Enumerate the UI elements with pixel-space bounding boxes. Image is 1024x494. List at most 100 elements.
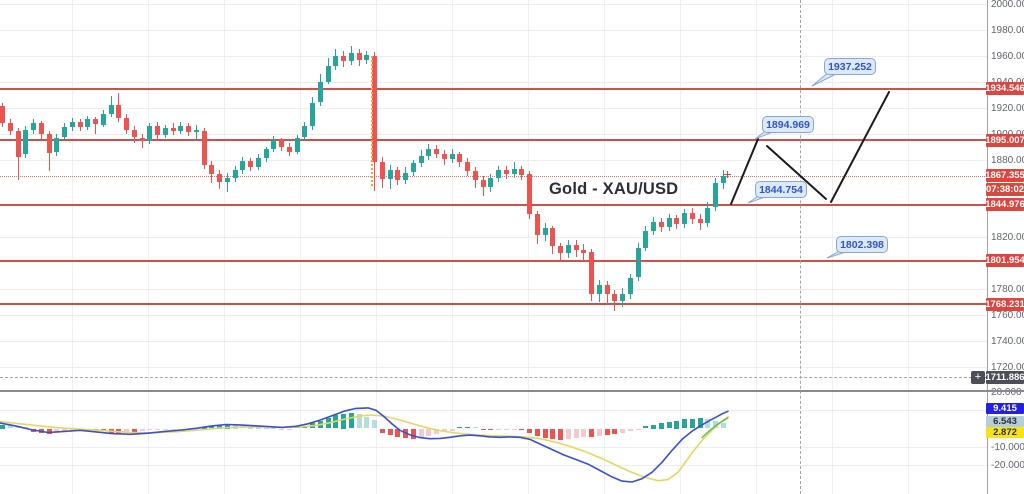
candle	[256, 158, 261, 168]
macd-histogram-bar	[302, 425, 307, 429]
candle	[581, 250, 586, 253]
macd-histogram-bar	[636, 428, 641, 430]
macd-histogram-bar	[287, 428, 292, 430]
macd-histogram-bar	[527, 428, 532, 433]
candle	[279, 140, 284, 147]
macd-histogram-bar	[372, 420, 377, 429]
candle	[147, 125, 152, 142]
level-price-badge: 1801.954	[985, 254, 1024, 267]
macd-histogram-bar	[23, 427, 28, 429]
macd-histogram-bar	[442, 428, 447, 433]
macd-histogram-bar	[217, 425, 222, 429]
candle	[589, 251, 594, 295]
candle	[721, 175, 726, 183]
candle	[519, 168, 524, 176]
grid-line-vertical	[832, 0, 833, 494]
macd-histogram-bar	[132, 428, 137, 433]
pane-separator[interactable]	[0, 390, 1024, 392]
add-alert-plus-button[interactable]: +	[971, 371, 985, 384]
grid-line-vertical	[680, 0, 681, 494]
resistance-support-line[interactable]	[0, 303, 987, 306]
candle	[597, 285, 602, 295]
price-axis-tick: 1780.000	[991, 284, 1024, 296]
macd-histogram-bar	[674, 420, 679, 429]
resistance-support-line[interactable]	[0, 87, 987, 90]
macd-histogram-bar	[589, 428, 594, 438]
macd-histogram-bar	[473, 427, 478, 429]
current-price-line	[0, 175, 987, 177]
grid-line-horizontal	[0, 446, 987, 448]
price-callout-label[interactable]: 1937.252	[824, 58, 876, 75]
candle	[140, 137, 145, 142]
candle	[240, 160, 245, 170]
candle	[574, 245, 579, 251]
macd-axis-tick: -20.000	[991, 460, 1024, 471]
macd-histogram-bar	[140, 428, 145, 432]
candle	[364, 54, 369, 60]
macd-histogram-bar	[457, 427, 462, 429]
macd-histogram-bar	[721, 423, 726, 429]
bar-countdown-badge: 07:38:02	[985, 183, 1024, 196]
candle	[457, 154, 462, 163]
macd-histogram-bar	[380, 428, 385, 433]
grid-line-horizontal	[0, 55, 987, 57]
candle	[380, 162, 385, 179]
macd-histogram-bar	[171, 428, 176, 430]
macd-histogram-bar	[698, 418, 703, 429]
resistance-support-line[interactable]	[0, 259, 987, 262]
macd-axis-tick: 20.000	[991, 387, 1022, 398]
candle	[16, 131, 21, 157]
macd-histogram-bar	[690, 418, 695, 429]
macd-histogram-bar	[659, 423, 664, 429]
macd-histogram-bar	[326, 417, 331, 429]
crosshair-horizontal-line	[0, 377, 987, 378]
macd-histogram-bar	[426, 428, 431, 436]
candle	[512, 168, 517, 174]
level-price-badge: 1768.231	[985, 298, 1024, 311]
resistance-support-line[interactable]	[0, 139, 987, 142]
macd-signal-value-badge: 6.543	[986, 416, 1024, 427]
candle	[225, 177, 230, 182]
macd-histogram-bar	[70, 428, 75, 431]
resistance-support-line[interactable]	[0, 203, 987, 206]
macd-histogram-bar	[411, 428, 416, 440]
macd-histogram-bar	[574, 428, 579, 438]
candle	[450, 154, 455, 160]
level-price-badge: 1934.546	[985, 82, 1024, 95]
macd-histogram-bar	[279, 428, 284, 430]
macd-histogram-bar	[481, 428, 486, 430]
macd-histogram-bar	[256, 427, 261, 429]
macd-histogram-bar	[558, 428, 563, 440]
grid-line-horizontal	[0, 341, 987, 342]
macd-histogram-bar	[488, 428, 493, 431]
macd-histogram-bar	[225, 424, 230, 429]
candle	[101, 114, 106, 125]
macd-histogram-bar	[651, 424, 656, 429]
candle	[535, 214, 540, 235]
macd-histogram-bar	[465, 426, 470, 429]
macd-histogram-bar	[395, 428, 400, 438]
candle	[473, 171, 478, 181]
candle	[132, 129, 137, 138]
candle	[372, 55, 377, 163]
price-axis-tick: 1740.000	[991, 336, 1024, 347]
candle	[47, 133, 52, 153]
candle	[8, 123, 13, 131]
candle	[659, 221, 664, 227]
candle	[643, 230, 648, 248]
candle	[326, 66, 331, 82]
grid-line-horizontal	[0, 107, 987, 109]
macd-histogram-bar	[667, 421, 672, 429]
macd-histogram-bar	[419, 428, 424, 438]
grid-line-horizontal	[0, 4, 987, 5]
candle-wick	[95, 116, 96, 134]
price-callout-label[interactable]: 1894.969	[762, 116, 814, 133]
price-callout-label[interactable]: 1802.398	[836, 236, 888, 253]
level-price-badge: 1844.976	[985, 198, 1024, 211]
candle	[23, 129, 28, 155]
candle	[124, 118, 129, 130]
candle	[558, 246, 563, 253]
price-callout-label[interactable]: 1844.754	[755, 181, 807, 198]
candle	[194, 129, 199, 133]
candle	[163, 128, 168, 135]
